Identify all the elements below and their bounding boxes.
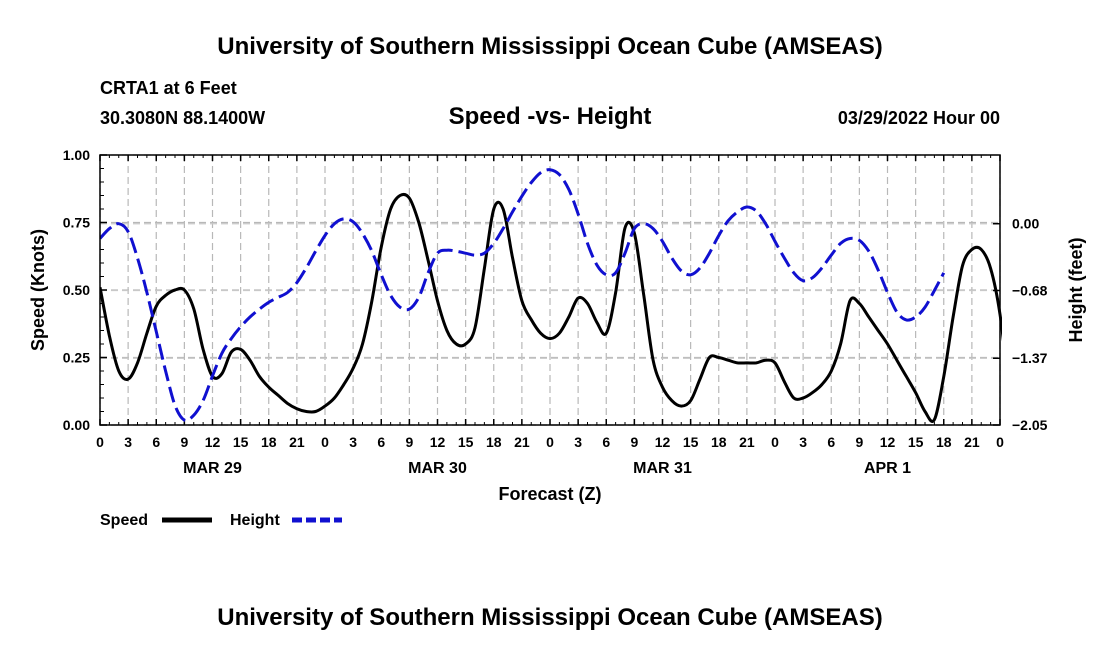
x-tick-label: 12 xyxy=(655,434,671,450)
station-label: CRTA1 at 6 Feet xyxy=(100,78,237,98)
y2-tick-label: −2.05 xyxy=(1012,417,1048,433)
x-tick-label: 6 xyxy=(602,434,610,450)
x-tick-label: 21 xyxy=(964,434,980,450)
x-tick-label: 18 xyxy=(261,434,277,450)
y2-tick-label: −0.68 xyxy=(1012,282,1048,298)
x-tick-label: 12 xyxy=(430,434,446,450)
x-tick-label: 0 xyxy=(321,434,329,450)
x-tick-label: 0 xyxy=(996,434,1004,450)
y-tick-label: 0.00 xyxy=(63,417,90,433)
legend-speed-label: Speed xyxy=(100,512,148,529)
grid xyxy=(99,154,1001,426)
x-tick-label: 21 xyxy=(289,434,305,450)
y-tick-label: 1.00 xyxy=(63,147,90,163)
x-tick-label: 18 xyxy=(486,434,502,450)
y2-axis-label: Height (feet) xyxy=(1066,238,1086,343)
x-tick-label: 6 xyxy=(377,434,385,450)
x-tick-label: 15 xyxy=(908,434,924,450)
x-tick-label: 0 xyxy=(546,434,554,450)
y-tick-label: 0.75 xyxy=(63,215,90,231)
x-tick-label: 15 xyxy=(683,434,699,450)
axis-ticks: 0 3 6 9 12 15 18 21 0 3 6 9 12 15 18 21 0 3 6 9 12 15 18 21 0 3 6 9… xyxy=(63,147,1048,477)
x-tick-label: 12 xyxy=(880,434,896,450)
x-tick-label: 9 xyxy=(180,434,188,450)
coords-label: 30.3080N 88.1400W xyxy=(100,108,265,128)
chart-title: Speed -vs- Height xyxy=(449,103,652,130)
x-tick-label: 0 xyxy=(96,434,104,450)
plot-frame xyxy=(99,154,1001,426)
x-tick-label: 3 xyxy=(574,434,582,450)
y2-tick-label: 0.00 xyxy=(1012,216,1039,232)
legend: Speed Height xyxy=(100,512,342,529)
y-axis-label: Speed (Knots) xyxy=(28,229,48,351)
legend-height-label: Height xyxy=(230,512,280,529)
x-tick-label: 21 xyxy=(514,434,530,450)
date-label: MAR 30 xyxy=(408,460,467,477)
footer-title: University of Southern Mississippi Ocean… xyxy=(217,604,882,631)
x-tick-label: 3 xyxy=(349,434,357,450)
x-tick-label: 18 xyxy=(711,434,727,450)
date-label: MAR 29 xyxy=(183,460,242,477)
y-tick-label: 0.25 xyxy=(63,350,90,366)
date-label: MAR 31 xyxy=(633,460,692,477)
x-tick-label: 3 xyxy=(124,434,132,450)
x-tick-label: 18 xyxy=(936,434,952,450)
x-tick-label: 9 xyxy=(630,434,638,450)
height-series-line xyxy=(100,168,946,422)
x-tick-label: 21 xyxy=(739,434,755,450)
x-tick-label: 15 xyxy=(233,434,249,450)
speed-series-line xyxy=(100,192,1002,423)
x-tick-label: 6 xyxy=(827,434,835,450)
x-tick-label: 9 xyxy=(405,434,413,450)
x-tick-label: 3 xyxy=(799,434,807,450)
x-axis-label: Forecast (Z) xyxy=(498,484,601,504)
x-tick-label: 12 xyxy=(205,434,221,450)
chart-header-title: University of Southern Mississippi Ocean… xyxy=(217,33,882,60)
series-group xyxy=(100,168,1002,423)
x-tick-label: 9 xyxy=(855,434,863,450)
y-tick-label: 0.50 xyxy=(63,282,90,298)
x-tick-label: 6 xyxy=(152,434,160,450)
x-tick-label: 0 xyxy=(771,434,779,450)
date-label: APR 1 xyxy=(864,460,911,477)
y2-tick-label: −1.37 xyxy=(1012,350,1048,366)
x-tick-label: 15 xyxy=(458,434,474,450)
run-time-label: 03/29/2022 Hour 00 xyxy=(838,108,1000,128)
